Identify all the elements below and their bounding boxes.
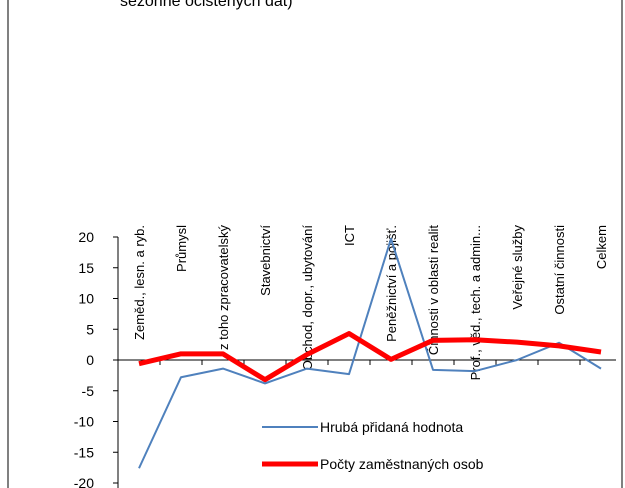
y-tick-label: 0 <box>86 352 94 368</box>
x-tick-label: Průmysl <box>174 225 189 272</box>
y-tick-label: -15 <box>74 444 94 460</box>
y-tick-label: 20 <box>78 229 94 245</box>
x-tick-label: Veřejné služby <box>510 225 525 310</box>
x-tick-label: Zeměd., lesn. a ryb. <box>132 225 147 340</box>
chart-title: sezónně očištěných dat) <box>120 0 293 10</box>
x-tick-label: ICT <box>342 225 357 246</box>
y-tick-label: 15 <box>78 260 94 276</box>
x-tick-label: Prof., věd., tech. a admin... <box>468 225 483 380</box>
x-tick-label: Stavebnictví <box>258 225 273 296</box>
y-tick-label: -20 <box>74 475 94 488</box>
series-line <box>138 331 602 383</box>
legend-label: Počty zaměstnaných osob <box>320 456 484 472</box>
x-tick-label: z toho zpracovatelský <box>216 225 231 351</box>
y-tick-label: 5 <box>86 321 94 337</box>
x-tick-label: Celkem <box>594 225 609 269</box>
x-tick-label: Činnosti v oblasti realit <box>426 225 441 355</box>
y-tick-label: 10 <box>78 291 94 307</box>
y-tick-label: -5 <box>82 383 95 399</box>
y-tick-label: -10 <box>74 414 94 430</box>
x-tick-label: Ostatní činnosti <box>552 225 567 315</box>
x-tick-label: Obchod, dopr., ubytování <box>300 225 315 371</box>
series-line <box>138 237 602 469</box>
legend-label: Hrubá přidaná hodnota <box>320 419 463 435</box>
